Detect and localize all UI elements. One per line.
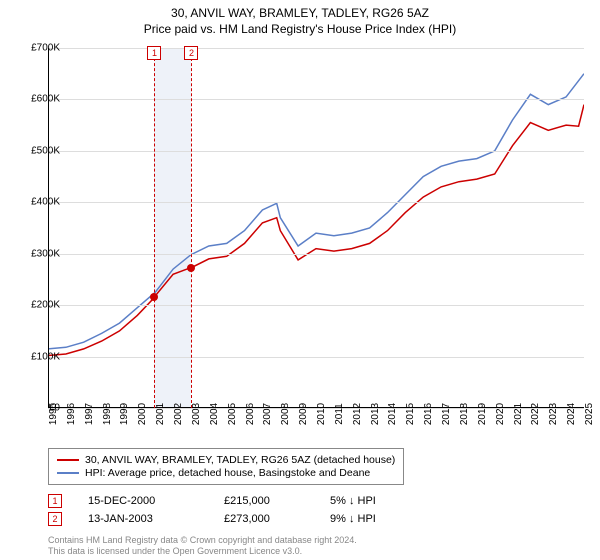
- legend-swatch: [57, 472, 79, 474]
- sale-marker-dot: [187, 264, 195, 272]
- sale-hpi-delta: 9% ↓ HPI: [330, 513, 420, 525]
- gridline: [48, 151, 584, 152]
- y-axis-tick-label: £700K: [0, 43, 60, 54]
- gridline: [48, 99, 584, 100]
- legend-label: HPI: Average price, detached house, Basi…: [85, 467, 370, 479]
- y-axis-tick-label: £600K: [0, 94, 60, 105]
- sale-marker-line: [154, 48, 155, 408]
- chart-legend: 30, ANVIL WAY, BRAMLEY, TADLEY, RG26 5AZ…: [48, 448, 404, 485]
- series-line-price_paid: [48, 105, 584, 356]
- sale-marker-dot: [150, 293, 158, 301]
- x-axis-tick-label: 2013: [370, 403, 381, 425]
- gridline: [48, 48, 584, 49]
- sales-table: 1 15-DEC-2000 £215,000 5% ↓ HPI 2 13-JAN-2003…: [48, 494, 420, 530]
- x-axis-tick-label: 2012: [352, 403, 363, 425]
- sale-row: 2 13-JAN-2003 £273,000 9% ↓ HPI: [48, 512, 420, 526]
- legend-item: 30, ANVIL WAY, BRAMLEY, TADLEY, RG26 5AZ…: [57, 454, 395, 466]
- x-axis-tick-label: 2009: [298, 403, 309, 425]
- x-axis-tick-label: 2015: [405, 403, 416, 425]
- sale-price: £215,000: [224, 495, 304, 507]
- gridline: [48, 305, 584, 306]
- legend-swatch: [57, 459, 79, 461]
- x-axis-tick-label: 2011: [334, 403, 345, 425]
- x-axis-tick-label: 2019: [477, 403, 488, 425]
- x-axis-tick-label: 2003: [191, 403, 202, 425]
- x-axis-tick-label: 1997: [84, 403, 95, 425]
- x-axis-tick-label: 2025: [584, 403, 595, 425]
- x-axis-tick-label: 2023: [548, 403, 559, 425]
- legend-label: 30, ANVIL WAY, BRAMLEY, TADLEY, RG26 5AZ…: [85, 454, 395, 466]
- sale-row: 1 15-DEC-2000 £215,000 5% ↓ HPI: [48, 494, 420, 508]
- footer-attribution: Contains HM Land Registry data © Crown c…: [48, 535, 357, 558]
- x-axis-tick-label: 2014: [387, 403, 398, 425]
- x-axis-tick-label: 2002: [173, 403, 184, 425]
- sale-price: £273,000: [224, 513, 304, 525]
- y-axis-tick-label: £100K: [0, 351, 60, 362]
- x-axis-tick-label: 2020: [495, 403, 506, 425]
- x-axis-tick-label: 2018: [459, 403, 470, 425]
- sale-marker-label: 2: [184, 46, 198, 60]
- x-axis-tick-label: 2017: [441, 403, 452, 425]
- sale-marker-label: 1: [147, 46, 161, 60]
- chart-title: 30, ANVIL WAY, BRAMLEY, TADLEY, RG26 5AZ: [0, 6, 600, 20]
- sale-number-box: 2: [48, 512, 62, 526]
- legend-item: HPI: Average price, detached house, Basi…: [57, 467, 395, 479]
- y-axis-tick-label: £400K: [0, 197, 60, 208]
- x-axis-tick-label: 2010: [316, 403, 327, 425]
- x-axis-tick-label: 1996: [66, 403, 77, 425]
- x-axis-tick-label: 1995: [48, 403, 59, 425]
- series-line-hpi: [48, 74, 584, 349]
- sale-hpi-delta: 5% ↓ HPI: [330, 495, 420, 507]
- x-axis-tick-label: 2008: [280, 403, 291, 425]
- x-axis-tick-label: 2004: [209, 403, 220, 425]
- sale-marker-line: [191, 48, 192, 408]
- gridline: [48, 357, 584, 358]
- y-axis-tick-label: £500K: [0, 145, 60, 156]
- x-axis-tick-label: 2000: [137, 403, 148, 425]
- x-axis-tick-label: 2024: [566, 403, 577, 425]
- x-axis-tick-label: 2022: [530, 403, 541, 425]
- x-axis-tick-label: 1998: [102, 403, 113, 425]
- y-axis-tick-label: £300K: [0, 248, 60, 259]
- chart-subtitle: Price paid vs. HM Land Registry's House …: [0, 22, 600, 36]
- x-axis-tick-label: 2016: [423, 403, 434, 425]
- sale-date: 13-JAN-2003: [88, 513, 198, 525]
- x-axis-tick-label: 2001: [155, 403, 166, 425]
- x-axis-tick-label: 2006: [245, 403, 256, 425]
- x-axis-tick-label: 2005: [227, 403, 238, 425]
- x-axis-tick-label: 2021: [513, 403, 524, 425]
- sale-date: 15-DEC-2000: [88, 495, 198, 507]
- gridline: [48, 202, 584, 203]
- x-axis-tick-label: 2007: [262, 403, 273, 425]
- footer-line: This data is licensed under the Open Gov…: [48, 546, 357, 558]
- gridline: [48, 254, 584, 255]
- y-axis-tick-label: £200K: [0, 300, 60, 311]
- footer-line: Contains HM Land Registry data © Crown c…: [48, 535, 357, 547]
- sale-number-box: 1: [48, 494, 62, 508]
- x-axis-tick-label: 1999: [119, 403, 130, 425]
- chart-plot-area: 12: [48, 48, 584, 408]
